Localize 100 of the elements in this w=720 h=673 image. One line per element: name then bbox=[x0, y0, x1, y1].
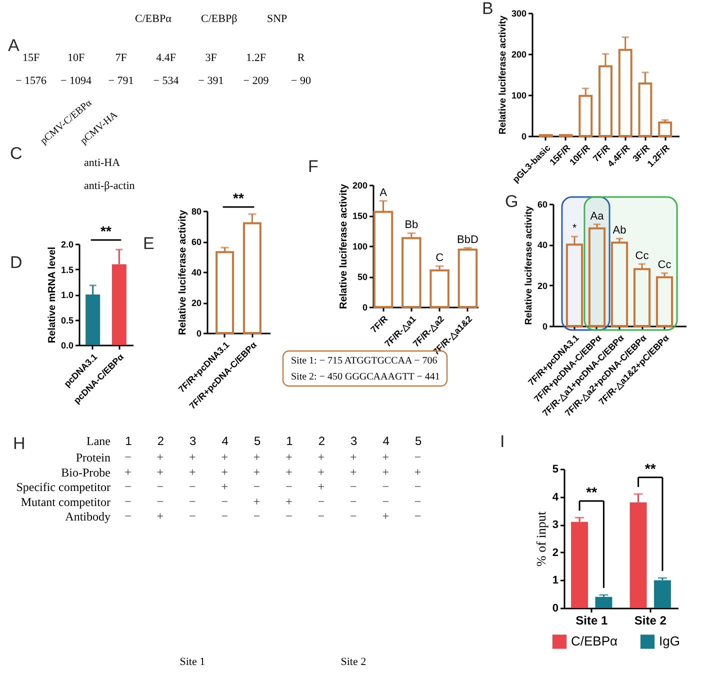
y-axis-title: % of input bbox=[533, 511, 548, 566]
text: − bbox=[286, 480, 292, 494]
text: + bbox=[221, 450, 228, 464]
y-tick-label: 300 bbox=[511, 8, 526, 18]
y-tick-label: 20 bbox=[191, 298, 202, 308]
text: − 1094 bbox=[60, 75, 92, 87]
category-label: 1.2F bbox=[246, 52, 266, 64]
text: − bbox=[318, 509, 325, 524]
y-axis-title: Relative luciferase activity bbox=[338, 184, 350, 310]
y-tick-label: 0 bbox=[521, 132, 526, 142]
text: + bbox=[318, 480, 325, 494]
bar bbox=[538, 134, 553, 137]
y-tick-label: 0 bbox=[542, 322, 548, 332]
x-tick-label: 4 bbox=[222, 434, 229, 448]
category-label: 10F bbox=[67, 52, 85, 64]
text: − 791 bbox=[108, 75, 134, 87]
text: − 1576 bbox=[16, 75, 46, 87]
chart-title: I bbox=[500, 432, 505, 451]
bar bbox=[633, 268, 651, 327]
text: D bbox=[10, 253, 22, 272]
y-tick-label: Specific competitor bbox=[16, 480, 110, 494]
text: − bbox=[350, 509, 357, 524]
text: − bbox=[350, 480, 357, 494]
text: − bbox=[382, 494, 389, 508]
y-axis-title: Relative luciferase activity bbox=[177, 210, 188, 336]
text: Site 1 bbox=[180, 656, 206, 668]
text: − 534 bbox=[153, 75, 179, 87]
x-tick-label: 2 bbox=[157, 434, 164, 448]
y-axis-title: Relative luciferase activity bbox=[523, 205, 534, 325]
category-label: 7F bbox=[115, 52, 127, 64]
bar bbox=[402, 237, 422, 308]
bar bbox=[458, 248, 478, 308]
y-tick-label: Protein bbox=[76, 450, 110, 464]
y-tick-label: 40 bbox=[537, 240, 548, 250]
bar bbox=[571, 522, 588, 608]
text: − bbox=[414, 509, 422, 524]
text: − bbox=[124, 480, 132, 494]
y-tick-label: 0 bbox=[196, 328, 202, 338]
text: + bbox=[253, 450, 260, 464]
text: + bbox=[221, 480, 228, 494]
text: + bbox=[253, 494, 260, 508]
y-tick-label: 150 bbox=[352, 211, 368, 221]
category-label: anti-β-actin bbox=[84, 180, 135, 192]
bar bbox=[558, 134, 573, 137]
text: − bbox=[156, 480, 164, 494]
data-label: Cc bbox=[635, 250, 650, 262]
text: A bbox=[8, 36, 20, 55]
text: + bbox=[382, 450, 389, 464]
y-tick-label: 3 bbox=[552, 519, 558, 532]
text: + bbox=[318, 464, 325, 479]
text: + bbox=[382, 464, 389, 479]
y-tick-label: 100 bbox=[352, 242, 368, 252]
y-tick-label: 2.0 bbox=[60, 240, 74, 250]
text: + bbox=[124, 464, 132, 479]
text: + bbox=[350, 450, 357, 464]
text: − bbox=[189, 480, 196, 494]
text: − bbox=[382, 480, 389, 494]
text: − 391 bbox=[198, 75, 224, 87]
text: C/EBPα bbox=[135, 13, 172, 25]
y-tick-label: 4 bbox=[552, 491, 560, 504]
y-tick-label: Antibody bbox=[65, 510, 110, 524]
x-tick-label: 5 bbox=[254, 434, 261, 448]
text: Site 2: − 450 GGGCAAAGTT − 441 bbox=[291, 371, 440, 382]
y-tick-label: 1.0 bbox=[60, 290, 74, 300]
y-tick-label: 0 bbox=[362, 302, 368, 312]
annotation: ** bbox=[586, 484, 598, 500]
data-label: Bb bbox=[404, 219, 418, 232]
data-label: BbD bbox=[457, 234, 478, 246]
legend-label: C/EBPα bbox=[571, 634, 618, 649]
text: + bbox=[189, 450, 196, 464]
y-tick-label: 60 bbox=[537, 200, 548, 210]
text: − bbox=[286, 509, 292, 524]
category-label: anti-HA bbox=[84, 157, 120, 169]
x-tick-label: 2 bbox=[318, 434, 326, 448]
y-tick-label: Mutant competitor bbox=[20, 494, 110, 509]
y-tick-label: 0.5 bbox=[60, 315, 74, 326]
text: − bbox=[124, 509, 132, 524]
data-label: A bbox=[380, 186, 388, 199]
data-label: * bbox=[572, 222, 578, 235]
text: + bbox=[189, 464, 196, 479]
y-tick-label: 5 bbox=[552, 464, 558, 476]
y-tick-label: 60 bbox=[191, 237, 202, 247]
text: + bbox=[286, 464, 292, 479]
text: + bbox=[318, 450, 325, 464]
text: − bbox=[189, 494, 196, 508]
chart-title: G bbox=[505, 192, 518, 211]
text: − bbox=[414, 450, 422, 464]
text: − bbox=[253, 509, 260, 524]
bar bbox=[610, 242, 628, 327]
text: − 90 bbox=[291, 75, 311, 87]
legend-label: IgG bbox=[659, 634, 680, 649]
x-tick-label: 1 bbox=[286, 434, 294, 448]
text: − bbox=[221, 494, 228, 508]
text: − bbox=[253, 480, 260, 494]
text: − bbox=[124, 450, 132, 464]
x-tick-label: 5 bbox=[414, 434, 422, 448]
data-label: C bbox=[436, 252, 444, 264]
text: ** bbox=[233, 190, 244, 206]
text: ** bbox=[100, 223, 112, 239]
y-tick-label: 0 bbox=[552, 602, 558, 614]
